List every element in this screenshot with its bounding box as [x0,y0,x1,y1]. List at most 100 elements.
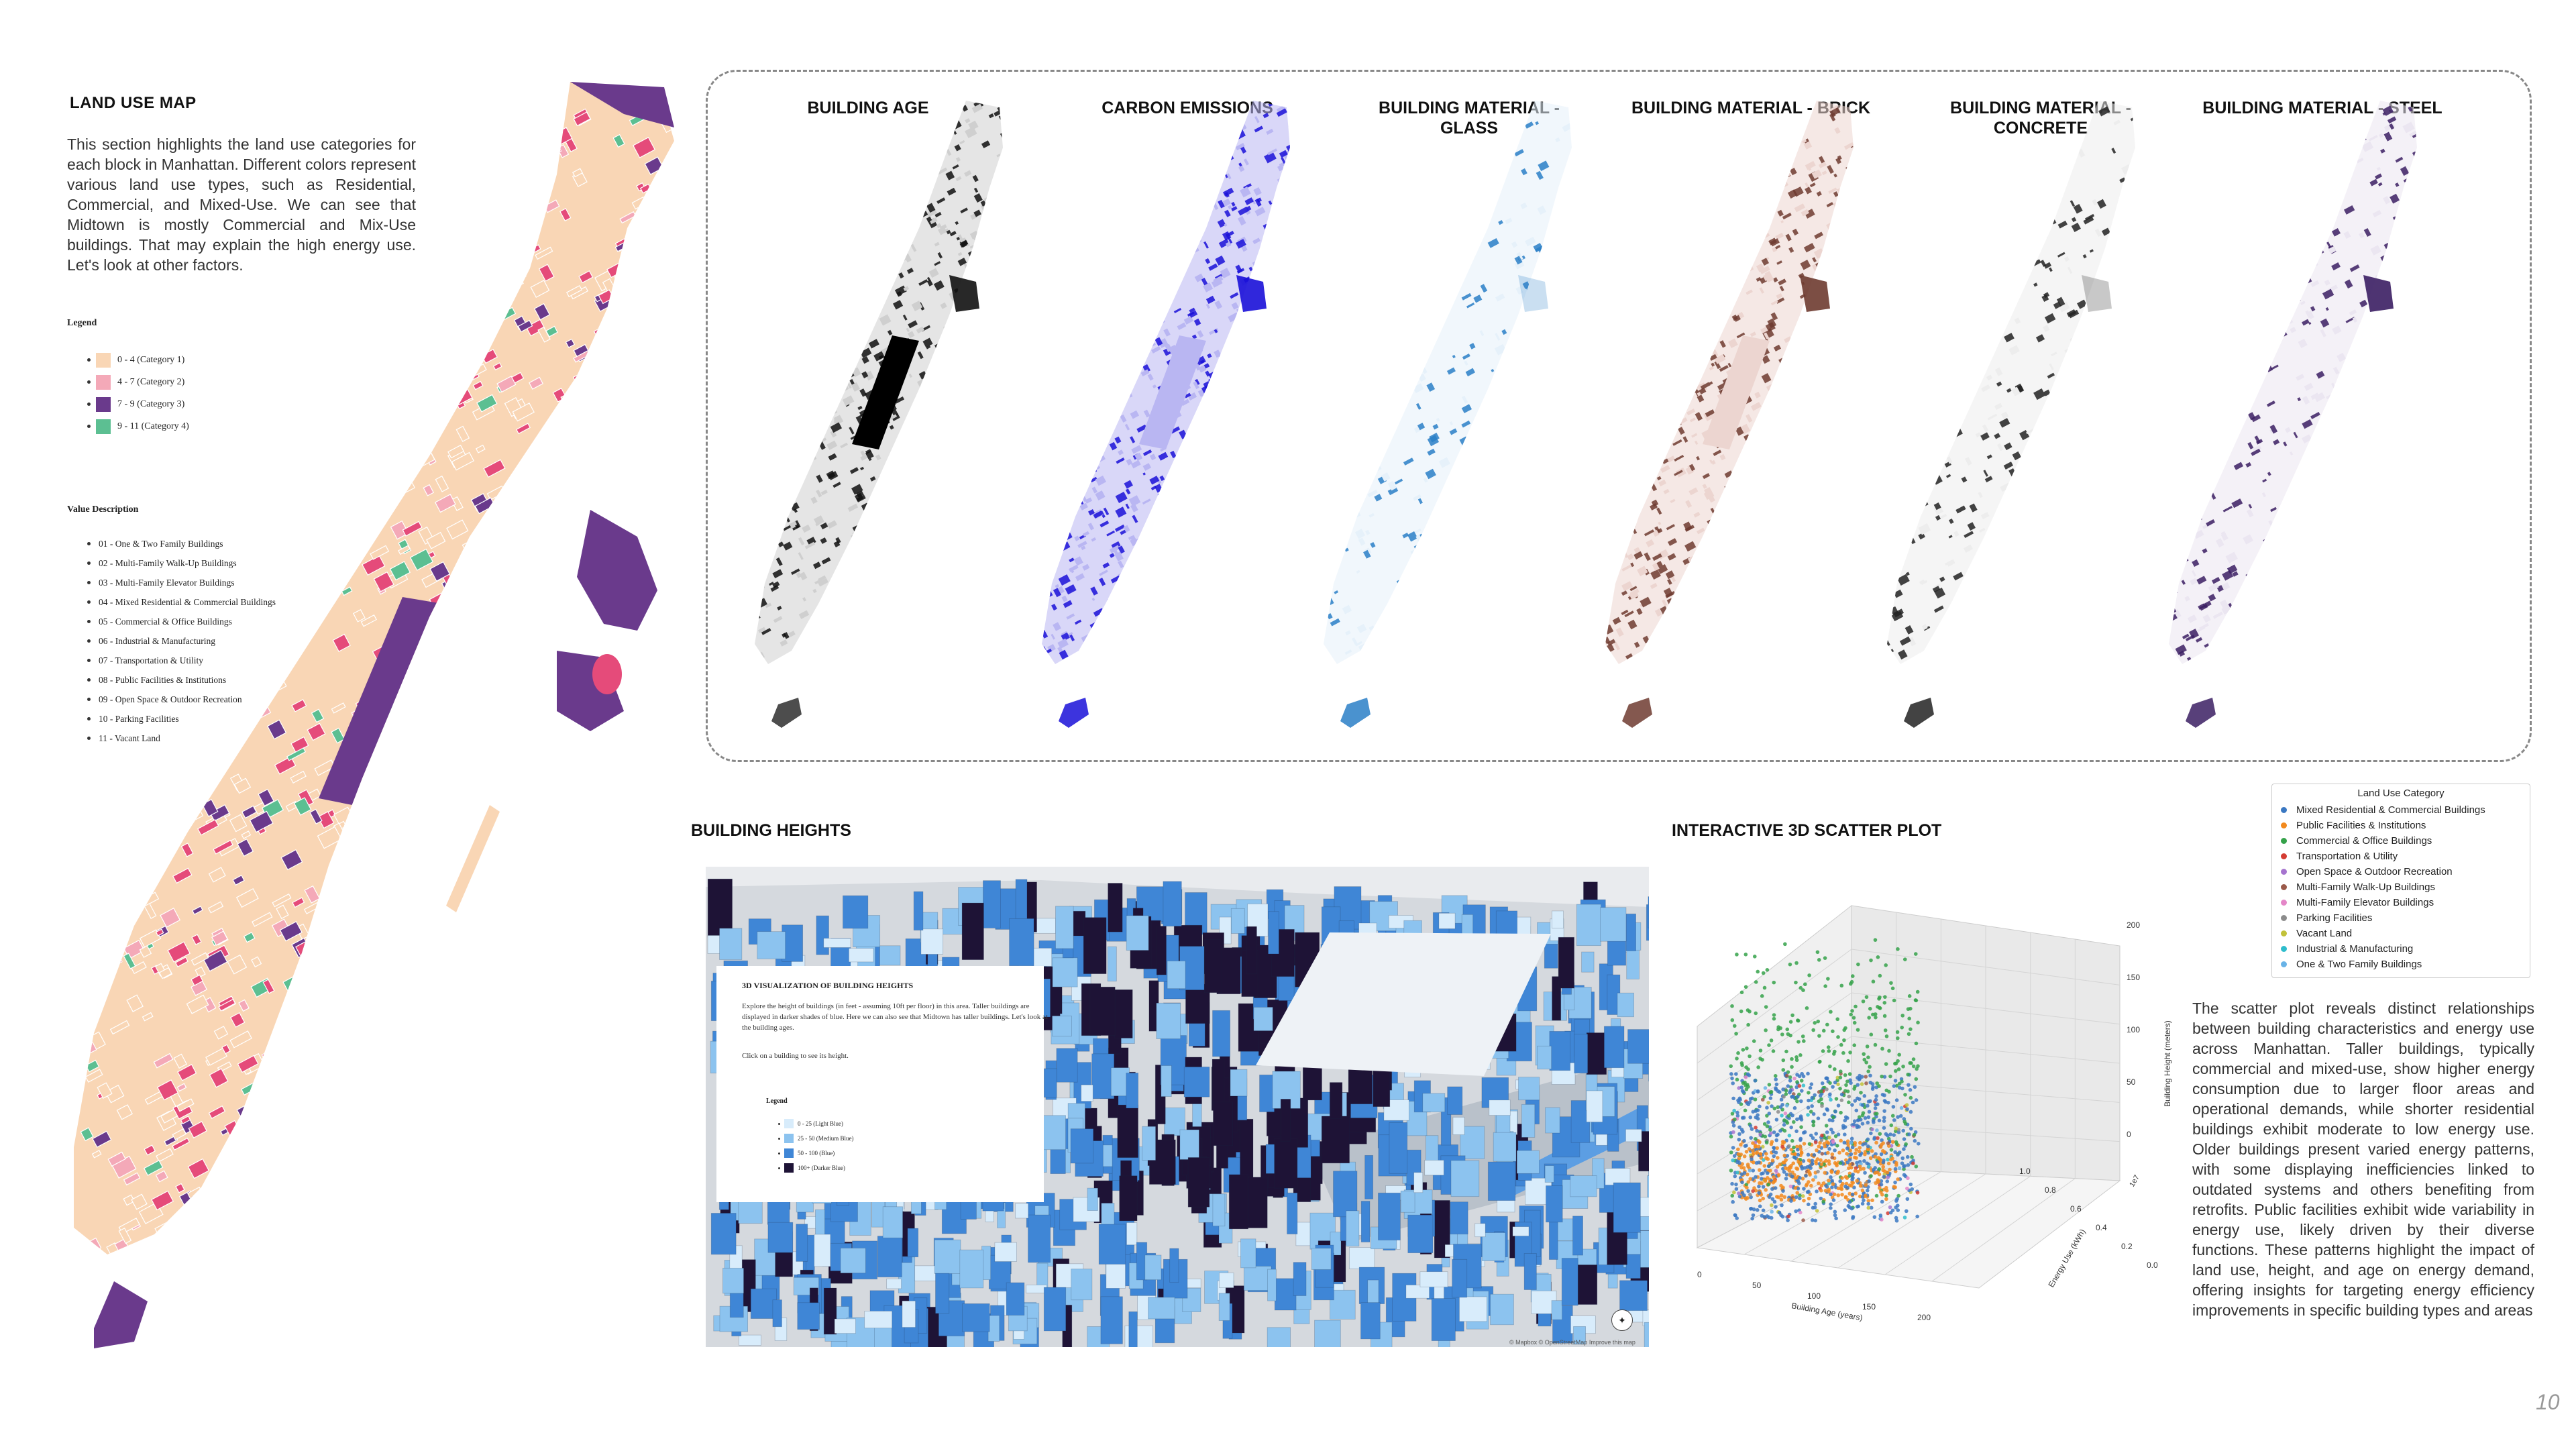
bullet [87,425,91,428]
legend-marker [2281,915,2287,921]
legend-label: Transportation & Utility [2296,851,2398,862]
y-tick-label: 1.0 [2019,1167,2031,1176]
land-use-title: LAND USE MAP [70,94,197,112]
legend-label: Multi-Family Walk-Up Buildings [2296,881,2435,893]
value-description-label: 07 - Transportation & Utility [99,655,204,665]
bullet [87,380,91,384]
scatter-legend-item[interactable]: Industrial & Manufacturing [2281,941,2485,957]
legend-label: Public Facilities & Institutions [2296,820,2426,831]
bullet [778,1167,780,1169]
bullet [87,542,91,545]
legend-label: Open Space & Outdoor Recreation [2296,866,2453,877]
value-description-item: 11 - Vacant Land [87,729,276,748]
value-description-label: 05 - Commercial & Office Buildings [99,616,232,627]
scatter-plot-3d[interactable]: 0 50 100 150 200 0.0 0.2 0.4 0.6 0.8 1.0 0 50 100 150 2… [1677,872,2187,1342]
scatter-legend-item[interactable]: Open Space & Outdoor Recreation [2281,864,2485,879]
bullet [87,639,91,643]
bullet [87,678,91,682]
map-material-steel [2169,101,2417,728]
scatter-legend-item[interactable]: One & Two Family Buildings [2281,957,2485,972]
bullet [778,1152,780,1155]
legend-marker [2281,807,2287,813]
value-description-label: 01 - One & Two Family Buildings [99,538,223,549]
legend-label: 0 - 4 (Category 1) [117,354,185,365]
value-description-title: Value Description [67,504,139,515]
land-use-legend-item: 0 - 4 (Category 1) [87,349,189,371]
legend-marker [2281,822,2287,828]
legend-marker [2281,838,2287,844]
legend-swatch [96,352,111,368]
legend-label: 100+ (Darker Blue) [798,1165,846,1171]
scatter-legend: Mixed Residential & Commercial Buildings… [2281,802,2485,972]
legend-marker [2281,961,2287,967]
legend-swatch [784,1148,794,1158]
building-heights-info-click: Click on a building to see its height. [742,1052,849,1060]
value-description-item: 03 - Multi-Family Elevator Buildings [87,573,276,592]
value-description-item: 06 - Industrial & Manufacturing [87,631,276,651]
scatter-legend-item[interactable]: Multi-Family Walk-Up Buildings [2281,879,2485,895]
value-description-list: 01 - One & Two Family Buildings 02 - Mult… [87,534,276,748]
scatter-legend-title: Land Use Category [2357,788,2445,799]
map-material-brick [1605,101,1854,728]
x-tick-label: 50 [1752,1281,1762,1290]
map-building-age [755,101,1003,728]
value-description-item: 04 - Mixed Residential & Commercial Buil… [87,592,276,612]
legend-marker [2281,853,2287,859]
scatter-xlabel: Building Age (years) [1790,1301,1863,1322]
map-title-carbon-emissions: CARBON EMISSIONS [1102,99,1273,117]
x-tick-label: 150 [1862,1302,1876,1311]
value-description-item: 02 - Multi-Family Walk-Up Buildings [87,553,276,573]
value-description-label: 02 - Multi-Family Walk-Up Buildings [99,557,237,568]
legend-label: 50 - 100 (Blue) [798,1150,835,1157]
legend-label: Multi-Family Elevator Buildings [2296,897,2434,908]
legend-label: Commercial & Office Buildings [2296,835,2432,847]
height-legend-item: 0 - 25 (Light Blue) [778,1116,854,1131]
bullet [778,1137,780,1140]
bullet [87,620,91,623]
value-description-label: 08 - Public Facilities & Institutions [99,674,227,685]
legend-label: 25 - 50 (Medium Blue) [798,1135,854,1142]
scatter-legend-item[interactable]: Vacant Land [2281,926,2485,941]
y-tick-label: 0.4 [2096,1223,2107,1232]
legend-label: 7 - 9 (Category 3) [117,398,185,409]
height-legend-item: 25 - 50 (Medium Blue) [778,1131,854,1146]
legend-label: 0 - 25 (Light Blue) [798,1120,843,1127]
bullet [87,659,91,662]
legend-marker [2281,884,2287,890]
x-tick-label: 100 [1807,1291,1821,1301]
y-tick-label: 0.6 [2070,1204,2082,1214]
scatter-legend-item[interactable]: Transportation & Utility [2281,849,2485,864]
bullet [87,600,91,604]
legend-swatch [784,1163,794,1173]
legend-marker [2281,946,2287,952]
scatter-legend-item[interactable]: Commercial & Office Buildings [2281,833,2485,849]
legend-label: Mixed Residential & Commercial Buildings [2296,804,2485,816]
y-tick-label: 0.0 [2147,1260,2158,1270]
scatter-legend-item[interactable]: Parking Facilities [2281,910,2485,926]
map-material-glass [1324,101,1572,728]
scatter-legend-item[interactable]: Multi-Family Elevator Buildings [2281,895,2485,910]
scatter-legend-item[interactable]: Public Facilities & Institutions [2281,818,2485,833]
scatter-legend-box [2271,784,2530,978]
land-use-legend-item: 9 - 11 (Category 4) [87,415,189,437]
map-material-concrete [1887,101,2135,728]
scatter-zlabel: Building Height (meters) [2163,1020,2172,1107]
map-title-building-age: BUILDING AGE [807,99,929,117]
value-description-label: 09 - Open Space & Outdoor Recreation [99,694,242,704]
map-carbon-emissions [1042,101,1290,728]
legend-swatch [96,419,111,434]
scatter-legend-item[interactable]: Mixed Residential & Commercial Buildings [2281,802,2485,818]
legend-label: Vacant Land [2296,928,2353,939]
map-attribution[interactable]: © Mapbox © OpenStreetMap Improve this ma… [1509,1339,1635,1346]
land-use-legend-item: 4 - 7 (Category 2) [87,371,189,393]
legend-marker [2281,900,2287,906]
land-use-description: This section highlights the land use cat… [67,136,416,274]
value-description-item: 01 - One & Two Family Buildings [87,534,276,553]
land-use-legend-item: 7 - 9 (Category 3) [87,393,189,415]
value-description-label: 03 - Multi-Family Elevator Buildings [99,577,235,588]
compass-icon[interactable]: ✦ [1611,1309,1633,1331]
z-tick-label: 100 [2127,1025,2140,1034]
value-description-label: 11 - Vacant Land [99,733,160,743]
scatter-ylabel: Energy Use (kWh) [2046,1228,2087,1289]
value-description-label: 10 - Parking Facilities [99,713,179,724]
